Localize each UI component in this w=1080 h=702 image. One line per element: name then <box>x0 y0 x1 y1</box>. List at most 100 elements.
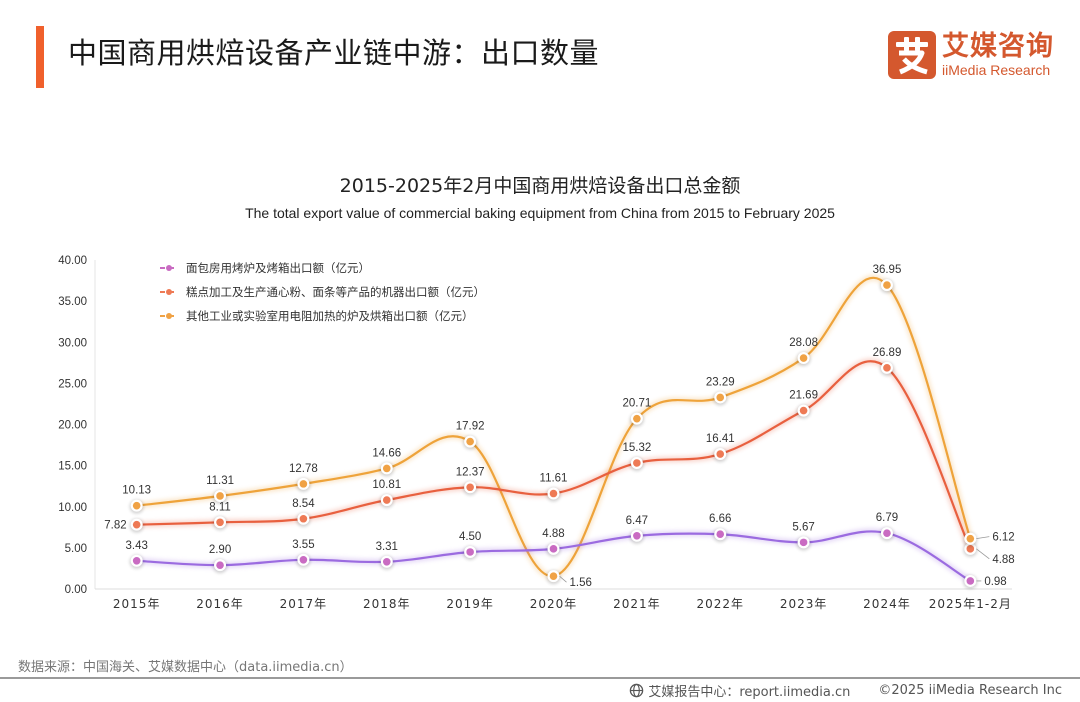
x-tick-label: 2015年 <box>113 597 161 611</box>
y-tick-label: 10.00 <box>58 502 87 514</box>
data-label: 16.41 <box>706 433 735 445</box>
data-point[interactable] <box>799 406 808 415</box>
data-point[interactable] <box>132 501 141 510</box>
data-label: 4.88 <box>542 528 564 540</box>
legend-item[interactable]: 其他工业或实验室用电阻加热的炉及烘箱出口额（亿元） <box>160 309 474 323</box>
y-tick-label: 35.00 <box>58 296 87 308</box>
line-chart: 0.00 5.00 10.00 15.00 20.00 25.00 30.00 35.00 40… <box>58 255 1014 611</box>
data-label: 5.67 <box>792 521 814 533</box>
data-point[interactable] <box>549 489 558 498</box>
x-tick-label: 2021年 <box>613 597 661 611</box>
logo-mark-icon <box>888 31 936 79</box>
chart-title: 2015-2025年2月中国商用烘焙设备出口总金额 <box>339 175 741 197</box>
data-point[interactable] <box>382 496 391 504</box>
data-label: 6.79 <box>876 512 898 524</box>
data-label: 11.61 <box>540 473 568 485</box>
data-point[interactable] <box>466 548 474 556</box>
label-leader-line <box>976 536 990 540</box>
data-label: 1.56 <box>570 577 592 589</box>
y-tick-label: 0.00 <box>65 584 87 596</box>
data-point[interactable] <box>216 561 224 569</box>
data-point[interactable] <box>633 459 641 467</box>
x-tick-label: 2017年 <box>280 597 328 611</box>
data-point[interactable] <box>883 364 891 372</box>
data-point[interactable] <box>299 480 308 488</box>
data-point[interactable] <box>549 572 558 580</box>
y-tick-label: 40.00 <box>58 255 87 267</box>
report-center-link[interactable]: 艾媒报告中心：report.iimedia.cn <box>648 685 851 700</box>
data-point[interactable] <box>382 557 391 566</box>
chart-subtitle: The total export value of commercial bak… <box>245 205 835 221</box>
data-label: 12.78 <box>289 463 318 475</box>
legend-item[interactable]: 糕点加工及生产通心粉、面条等产品的机器出口额（亿元） <box>160 285 485 299</box>
legend-item[interactable]: 面包房用烤炉及烤箱出口额（亿元） <box>160 261 370 275</box>
x-tick-label: 2024年 <box>863 597 911 611</box>
data-point[interactable] <box>883 281 891 289</box>
label-leader-line <box>976 548 990 560</box>
data-point[interactable] <box>466 437 474 446</box>
data-point[interactable] <box>633 414 641 423</box>
y-tick-label: 15.00 <box>58 461 87 473</box>
data-label: 6.47 <box>626 515 648 527</box>
data-point[interactable] <box>466 483 474 492</box>
data-point[interactable] <box>716 530 725 539</box>
data-label: 3.43 <box>125 540 147 552</box>
data-label: 7.82 <box>104 520 126 532</box>
legend-marker-icon <box>166 289 172 295</box>
data-point[interactable] <box>716 393 725 402</box>
data-point[interactable] <box>216 518 224 527</box>
data-label: 3.31 <box>376 541 398 553</box>
x-tick-label: 2018年 <box>363 597 411 611</box>
data-label: 21.69 <box>789 390 818 402</box>
data-point[interactable] <box>966 534 975 543</box>
data-point[interactable] <box>132 556 141 565</box>
title-accent-bar <box>36 26 44 88</box>
data-label: 23.29 <box>706 376 735 388</box>
data-label: 4.50 <box>459 531 481 543</box>
data-label: 20.71 <box>622 398 651 410</box>
data-point[interactable] <box>799 538 808 547</box>
data-label: 11.31 <box>206 475 234 487</box>
data-point[interactable] <box>966 577 975 585</box>
data-point[interactable] <box>299 514 308 523</box>
data-point[interactable] <box>132 520 141 529</box>
legend-label: 其他工业或实验室用电阻加热的炉及烘箱出口额（亿元） <box>186 309 474 323</box>
series-labels: 3.43 2.90 3.55 3.31 4.50 4.88 6.47 6.66 5.67 6.79… <box>104 264 1014 589</box>
data-label: 8.11 <box>209 501 231 513</box>
data-point[interactable] <box>299 556 308 564</box>
data-label: 26.89 <box>873 347 902 359</box>
legend-label: 糕点加工及生产通心粉、面条等产品的机器出口额（亿元） <box>186 285 485 299</box>
x-tick-label: 2025年1-2月 <box>929 597 1012 611</box>
data-point[interactable] <box>633 531 641 540</box>
page-title: 中国商用烘焙设备产业链中游：出口数量 <box>68 36 600 70</box>
data-point[interactable] <box>799 354 808 362</box>
data-label: 28.08 <box>789 337 818 349</box>
data-label: 2.90 <box>209 544 231 556</box>
data-point[interactable] <box>549 545 558 553</box>
globe-icon <box>630 683 644 698</box>
data-point[interactable] <box>216 492 224 500</box>
x-tick-label: 2023年 <box>780 597 828 611</box>
legend-marker-icon <box>166 313 172 319</box>
data-label: 10.81 <box>372 479 401 491</box>
series-line <box>136 360 972 550</box>
chart-legend: 面包房用烤炉及烤箱出口额（亿元） 糕点加工及生产通心粉、面条等产品的机器出口额（亿… <box>160 261 485 323</box>
data-point[interactable] <box>966 545 975 553</box>
data-label: 3.55 <box>292 539 314 551</box>
legend-label: 面包房用烤炉及烤箱出口额（亿元） <box>186 261 370 275</box>
data-label: 12.37 <box>456 466 485 478</box>
footer-divider <box>0 677 1080 679</box>
series-markers <box>129 279 978 589</box>
data-label: 15.32 <box>622 442 651 454</box>
x-tick-label: 2016年 <box>196 597 244 611</box>
data-label: 17.92 <box>456 421 485 433</box>
data-point[interactable] <box>883 529 891 537</box>
y-tick-label: 20.00 <box>58 420 87 432</box>
x-tick-label: 2020年 <box>530 597 578 611</box>
data-point[interactable] <box>716 450 725 458</box>
label-leader-line <box>559 575 567 583</box>
y-tick-label: 30.00 <box>58 337 87 349</box>
copyright: ©2025 iiMedia Research Inc <box>878 683 1062 698</box>
data-label: 0.98 <box>984 576 1006 588</box>
data-point[interactable] <box>382 464 391 473</box>
